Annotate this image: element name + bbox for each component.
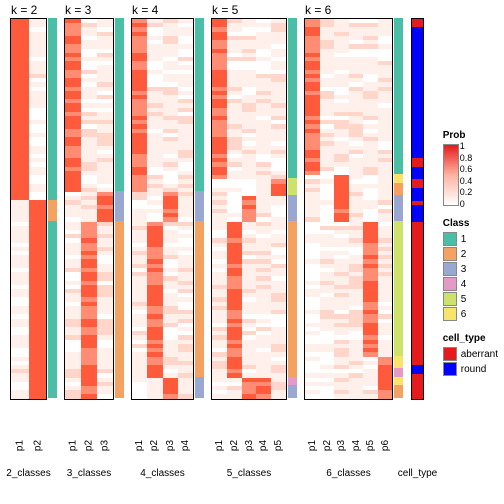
panel-ylabel: 3_classes bbox=[67, 468, 111, 479]
col-label: p1 bbox=[214, 438, 225, 453]
legend-class: Class123456 bbox=[443, 218, 498, 321]
panel-k5: k = 5p1p2p3p4p55_classes bbox=[211, 18, 287, 400]
panel-title: k = 6 bbox=[305, 3, 331, 17]
panel-title: k = 3 bbox=[65, 3, 91, 17]
col-label: p4 bbox=[180, 438, 191, 453]
legend-celltype: cell_typeaberrantround bbox=[443, 333, 498, 376]
col-label: p4 bbox=[350, 438, 361, 453]
col-label: p2 bbox=[84, 438, 95, 454]
col-label: p5 bbox=[365, 438, 376, 453]
col-label: p1 bbox=[14, 437, 25, 455]
panel-title: k = 4 bbox=[132, 3, 158, 17]
col-label: p1 bbox=[307, 438, 318, 453]
panel-k4: k = 4p1p2p3p44_classes bbox=[131, 18, 194, 400]
panel-ylabel: 6_classes bbox=[326, 468, 370, 479]
col-label: p5 bbox=[273, 438, 284, 453]
panel-k2: k = 2p1p22_classes bbox=[10, 18, 47, 400]
panel-ylabel: 5_classes bbox=[227, 468, 271, 479]
col-label: p2 bbox=[321, 438, 332, 453]
panel-title: k = 2 bbox=[11, 3, 37, 17]
col-label: p2 bbox=[149, 438, 160, 453]
panel-k3: k = 3p1p2p33_classes bbox=[64, 18, 114, 400]
col-label: p3 bbox=[165, 438, 176, 453]
panel-ylabel: 4_classes bbox=[140, 468, 184, 479]
col-label: p4 bbox=[258, 438, 269, 453]
col-label: p2 bbox=[32, 437, 43, 455]
col-label: p2 bbox=[229, 438, 240, 453]
col-label: p3 bbox=[243, 438, 254, 453]
panel-ylabel: 2_classes bbox=[6, 468, 50, 479]
class-annotation bbox=[288, 18, 297, 398]
panel-k6: k = 6p1p2p3p4p5p66_classes bbox=[304, 18, 393, 400]
col-label: p6 bbox=[379, 438, 390, 453]
col-label: p3 bbox=[336, 438, 347, 453]
col-label: p1 bbox=[68, 438, 79, 454]
col-label: p3 bbox=[100, 438, 111, 454]
class-annotation bbox=[394, 18, 403, 398]
class-annotation bbox=[48, 18, 57, 398]
col-label: p1 bbox=[134, 438, 145, 453]
legend-prob: Prob10.80.60.40.20 bbox=[443, 130, 498, 206]
class-annotation bbox=[115, 18, 124, 398]
celltype-ylabel: cell_type bbox=[398, 468, 437, 479]
cell-type-column: cell_type bbox=[411, 18, 424, 400]
panel-title: k = 5 bbox=[212, 3, 238, 17]
class-annotation bbox=[195, 18, 204, 398]
